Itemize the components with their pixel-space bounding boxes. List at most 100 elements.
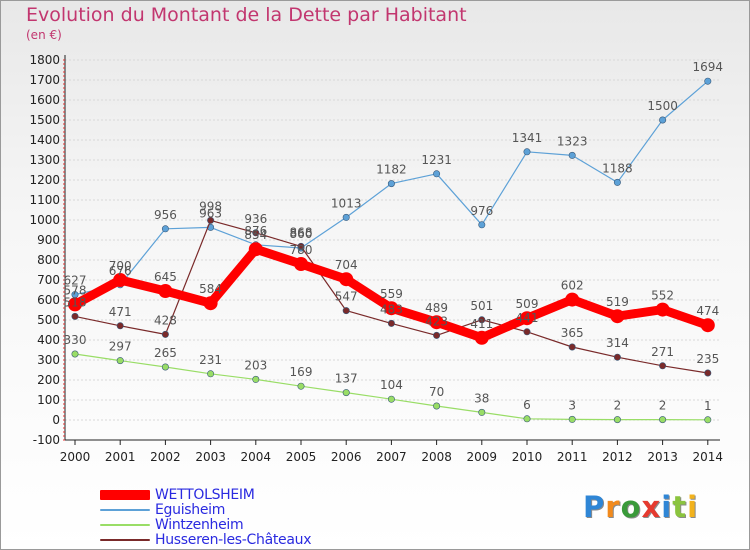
x-tick-label: 2007: [376, 450, 407, 464]
legend-label: Eguisheim: [155, 501, 226, 518]
data-label: 519: [606, 295, 629, 309]
x-tick-label: 2001: [105, 450, 136, 464]
data-point: [433, 170, 441, 178]
data-point: [474, 330, 489, 345]
data-label: 489: [425, 301, 448, 315]
data-label: 365: [561, 326, 584, 340]
data-point: [613, 178, 621, 186]
data-point: [520, 311, 534, 326]
x-tick-label: 2010: [512, 450, 543, 464]
data-point: [342, 389, 350, 397]
data-label: 645: [154, 270, 177, 284]
data-point: [523, 415, 531, 423]
data-point: [478, 316, 486, 324]
data-label: 509: [516, 297, 539, 311]
data-point: [659, 116, 667, 124]
x-tick-label: 2006: [331, 450, 362, 464]
series-wintzenheim: [71, 350, 712, 424]
data-label: 963: [199, 206, 222, 220]
data-label: 441: [516, 311, 539, 325]
legend-swatch: [100, 523, 150, 526]
data-label: 1694: [693, 60, 724, 74]
data-point: [433, 331, 441, 339]
data-point: [294, 257, 308, 271]
data-point: [565, 292, 580, 307]
data-point: [613, 353, 621, 361]
y-tick-label: 1400: [29, 133, 60, 147]
legend-item: Wintzenheim: [100, 517, 311, 533]
data-point: [342, 307, 350, 315]
data-label: 411: [470, 317, 493, 331]
data-point: [704, 416, 712, 424]
data-label: 700: [109, 259, 132, 273]
data-point: [248, 242, 263, 257]
y-tick-label: 300: [37, 353, 60, 367]
data-point: [523, 328, 531, 336]
data-label: 976: [470, 204, 493, 218]
data-label: 70: [429, 385, 444, 399]
data-label: 271: [651, 345, 674, 359]
data-label: 627: [64, 274, 87, 288]
data-label: 518: [64, 295, 87, 309]
data-point: [113, 273, 128, 287]
data-point: [659, 362, 667, 370]
legend-item: Eguisheim: [100, 501, 311, 518]
data-label: 2: [614, 399, 622, 413]
data-point: [613, 416, 621, 424]
data-label: 471: [109, 305, 132, 319]
legend: WETTOLSHEIM Eguisheim Wintzenheim Husseren-…: [100, 486, 312, 548]
y-tick-label: 1800: [29, 53, 60, 67]
data-label: 552: [651, 289, 674, 303]
data-point: [610, 309, 625, 324]
legend-item: WETTOLSHEIM: [100, 486, 311, 503]
data-label: 235: [696, 352, 719, 366]
y-tick-label: -100: [33, 433, 60, 447]
series-wettolsheim: [68, 242, 715, 345]
data-point: [203, 296, 218, 311]
series-eguisheim: [71, 77, 712, 299]
data-point: [339, 272, 354, 287]
y-tick-label: 1600: [29, 93, 60, 107]
data-label: 297: [109, 340, 132, 354]
data-label: 998: [199, 199, 222, 213]
y-tick-label: 1300: [29, 153, 60, 167]
data-label: 704: [335, 258, 358, 272]
legend-swatch: [100, 538, 150, 541]
data-point: [207, 370, 215, 378]
y-tick-label: 1000: [29, 213, 60, 227]
data-label: 501: [470, 299, 493, 313]
data-point: [704, 369, 712, 377]
data-point: [568, 415, 576, 423]
data-label: 38: [474, 391, 489, 405]
data-point: [387, 180, 395, 188]
data-point: [252, 375, 260, 383]
data-label: 780: [290, 243, 313, 257]
data-label: 428: [154, 313, 177, 327]
data-point: [252, 229, 260, 237]
data-label: 137: [335, 372, 358, 386]
legend-swatch: [100, 489, 150, 500]
x-tick-label: 2014: [693, 450, 724, 464]
data-label: 314: [606, 336, 629, 350]
x-tick-label: 2000: [60, 450, 91, 464]
data-point: [297, 242, 305, 250]
y-tick-label: 1100: [29, 193, 60, 207]
data-point: [71, 350, 79, 358]
y-tick-label: 600: [37, 293, 60, 307]
data-point: [387, 395, 395, 403]
x-tick-label: 2004: [241, 450, 272, 464]
data-point: [478, 221, 486, 229]
data-label: 1: [704, 399, 712, 413]
data-point: [387, 319, 395, 327]
data-point: [68, 297, 82, 312]
data-label: 104: [380, 378, 403, 392]
data-point: [161, 363, 169, 371]
data-label: 1231: [421, 153, 452, 167]
data-label: 860: [290, 227, 313, 241]
y-tick-label: 1200: [29, 173, 60, 187]
y-tick-label: 900: [37, 233, 60, 247]
legend-label: WETTOLSHEIM: [155, 486, 255, 503]
data-label: 169: [290, 365, 313, 379]
data-label: 330: [64, 333, 87, 347]
data-point: [384, 301, 399, 316]
